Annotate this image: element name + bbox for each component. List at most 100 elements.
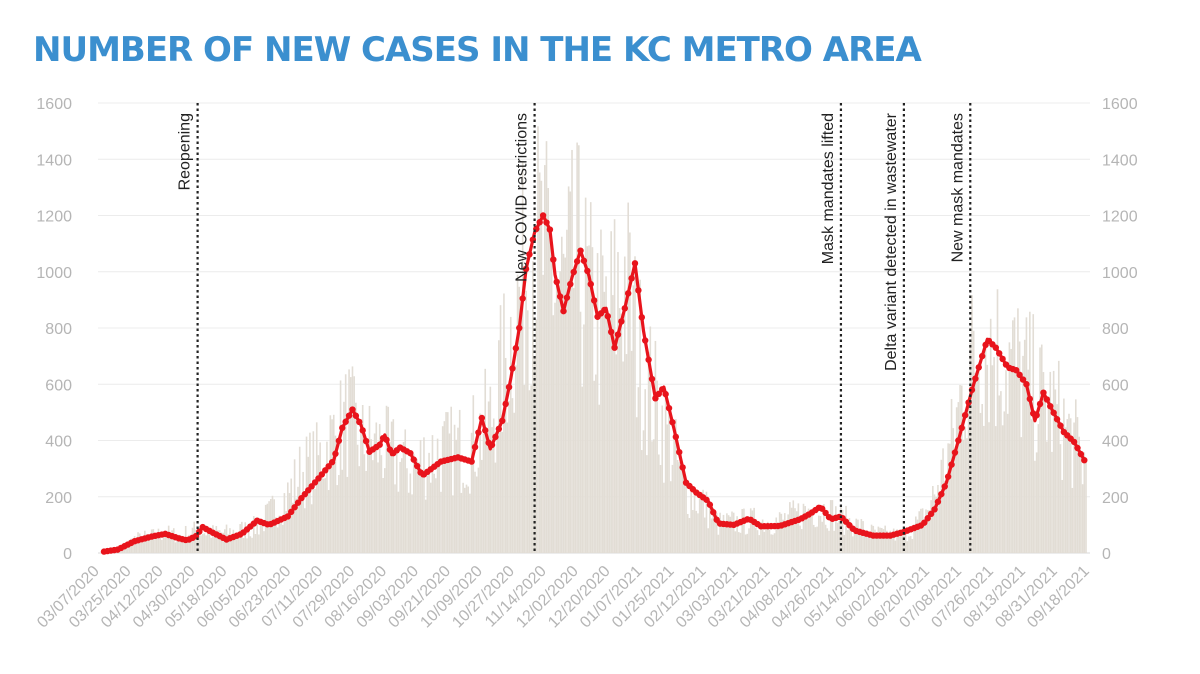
daily-case-bar bbox=[550, 254, 553, 554]
daily-case-bar bbox=[259, 524, 262, 553]
daily-case-bar bbox=[678, 462, 681, 553]
daily-case-bar bbox=[700, 496, 703, 553]
daily-case-bar bbox=[1078, 436, 1080, 553]
daily-case-bar bbox=[138, 533, 141, 553]
daily-case-bar bbox=[418, 462, 420, 553]
daily-case-bar bbox=[509, 316, 512, 553]
daily-case-bar bbox=[933, 494, 936, 553]
daily-case-bar bbox=[858, 532, 861, 553]
daily-case-bar bbox=[540, 180, 543, 553]
average-point bbox=[710, 509, 717, 516]
daily-case-bar bbox=[530, 385, 532, 553]
average-point bbox=[573, 258, 581, 265]
daily-case-bar bbox=[697, 513, 699, 553]
daily-case-bar bbox=[749, 508, 752, 553]
daily-case-bar bbox=[680, 453, 682, 553]
daily-case-bar bbox=[384, 468, 386, 553]
daily-case-bar bbox=[763, 531, 766, 553]
daily-case-bar bbox=[620, 313, 623, 553]
average-point bbox=[567, 280, 574, 288]
daily-case-bar bbox=[1071, 487, 1074, 553]
daily-case-bar bbox=[382, 477, 384, 553]
daily-case-bar bbox=[212, 525, 214, 553]
daily-case-bar bbox=[322, 478, 325, 553]
daily-case-bar bbox=[377, 462, 379, 553]
daily-case-bar bbox=[307, 456, 310, 553]
average-point bbox=[679, 464, 686, 471]
daily-case-bar bbox=[748, 528, 750, 553]
daily-case-bar bbox=[775, 517, 778, 553]
daily-case-bar bbox=[768, 529, 771, 553]
daily-case-bar bbox=[469, 493, 471, 553]
daily-case-bar bbox=[266, 503, 269, 553]
daily-case-bar bbox=[537, 126, 539, 554]
daily-case-bar bbox=[766, 521, 769, 553]
daily-case-bar bbox=[178, 534, 180, 553]
daily-case-bar bbox=[1012, 320, 1014, 553]
daily-case-bar bbox=[198, 532, 201, 553]
daily-case-bar bbox=[891, 537, 893, 553]
daily-case-bar bbox=[821, 521, 824, 553]
daily-case-bar bbox=[513, 412, 515, 553]
daily-case-bar bbox=[215, 526, 218, 553]
daily-case-bar bbox=[605, 276, 607, 553]
daily-case-bar bbox=[1074, 399, 1077, 553]
daily-case-bar bbox=[166, 536, 168, 553]
daily-case-bar bbox=[726, 513, 728, 553]
daily-case-bar bbox=[755, 527, 757, 553]
daily-case-bar bbox=[402, 441, 405, 553]
daily-case-bar bbox=[731, 511, 733, 553]
daily-case-bar bbox=[329, 415, 332, 553]
daily-case-bar bbox=[622, 361, 624, 553]
average-point bbox=[587, 280, 594, 288]
average-point bbox=[522, 265, 530, 273]
average-point bbox=[662, 390, 669, 398]
y-tick-label: 400 bbox=[45, 434, 72, 451]
average-point bbox=[284, 513, 292, 520]
daily-case-bar bbox=[1061, 479, 1063, 553]
daily-case-bar bbox=[429, 482, 432, 553]
daily-case-bar bbox=[743, 508, 745, 553]
y-tick-label: 0 bbox=[63, 546, 72, 563]
daily-case-bar bbox=[865, 530, 868, 553]
daily-case-bar bbox=[794, 508, 796, 553]
daily-case-bar bbox=[1042, 372, 1045, 553]
daily-case-bar bbox=[804, 506, 806, 553]
daily-case-bar bbox=[938, 497, 941, 553]
daily-case-bar bbox=[911, 538, 914, 553]
daily-case-bar bbox=[1037, 424, 1040, 553]
daily-case-bar bbox=[256, 523, 258, 553]
daily-case-bar bbox=[664, 394, 667, 553]
average-point bbox=[553, 278, 560, 286]
daily-case-bar bbox=[246, 538, 248, 553]
daily-case-bar bbox=[926, 510, 929, 553]
daily-case-bars bbox=[104, 126, 1087, 554]
daily-case-bar bbox=[543, 165, 546, 553]
daily-case-bar bbox=[157, 528, 160, 553]
daily-case-bar bbox=[186, 541, 189, 553]
daily-case-bar bbox=[470, 432, 473, 553]
daily-case-bar bbox=[394, 484, 396, 553]
average-point bbox=[1016, 371, 1023, 379]
average-point bbox=[638, 314, 646, 321]
daily-case-bar bbox=[979, 412, 982, 553]
average-point bbox=[478, 414, 486, 422]
daily-case-bar bbox=[889, 530, 892, 553]
daily-case-bar bbox=[785, 522, 788, 553]
average-point bbox=[659, 386, 666, 393]
daily-case-bar bbox=[736, 516, 738, 553]
average-point bbox=[635, 287, 642, 294]
daily-case-bar bbox=[567, 186, 570, 553]
daily-case-bar bbox=[361, 405, 364, 553]
daily-case-bar bbox=[744, 534, 747, 553]
daily-case-bar bbox=[870, 524, 873, 553]
daily-case-bar bbox=[1054, 389, 1057, 553]
daily-case-bar bbox=[390, 421, 393, 553]
daily-case-bar bbox=[957, 402, 960, 553]
daily-case-bar bbox=[486, 433, 488, 553]
average-point bbox=[1019, 376, 1027, 383]
y-tick-label: 600 bbox=[1102, 377, 1129, 394]
daily-case-bar bbox=[358, 466, 361, 553]
daily-case-bar bbox=[276, 527, 279, 553]
daily-case-bar bbox=[623, 256, 626, 553]
